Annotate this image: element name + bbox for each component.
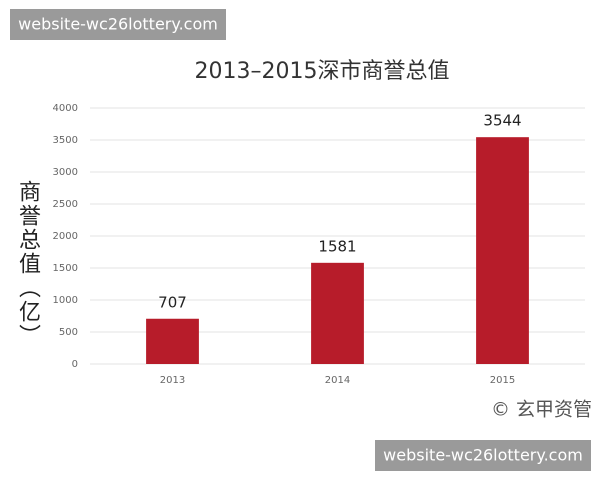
watermark: website-wc26lottery.com xyxy=(18,15,218,34)
bar xyxy=(146,318,199,364)
y-tick-label: 2000 xyxy=(53,231,78,242)
data-label: 707 xyxy=(158,293,187,311)
x-tick-label: 2015 xyxy=(490,375,515,386)
x-tick-label: 2013 xyxy=(160,375,185,386)
bar xyxy=(311,262,364,364)
y-tick-label: 1000 xyxy=(53,295,78,306)
y-tick-label: 3000 xyxy=(53,167,78,178)
y-axis-label: 商誉总值（亿） xyxy=(15,180,41,348)
y-tick-label: 2500 xyxy=(53,199,78,210)
watermark-box xyxy=(10,9,226,40)
y-tick-label: 500 xyxy=(59,327,78,338)
y-tick-label: 0 xyxy=(72,359,78,370)
y-tick-label: 1500 xyxy=(53,263,78,274)
y-tick-label: 3500 xyxy=(53,135,78,146)
data-label: 1581 xyxy=(318,237,356,255)
watermark-box xyxy=(375,440,591,471)
source: © 玄甲资管 xyxy=(491,399,592,421)
watermark: website-wc26lottery.com xyxy=(383,446,583,465)
x-tick-label: 2014 xyxy=(325,375,350,386)
bar xyxy=(476,137,529,364)
chart-title: 2013–2015深市商誉总值 xyxy=(195,59,450,84)
data-label: 3544 xyxy=(483,112,521,130)
y-tick-label: 4000 xyxy=(53,103,78,114)
